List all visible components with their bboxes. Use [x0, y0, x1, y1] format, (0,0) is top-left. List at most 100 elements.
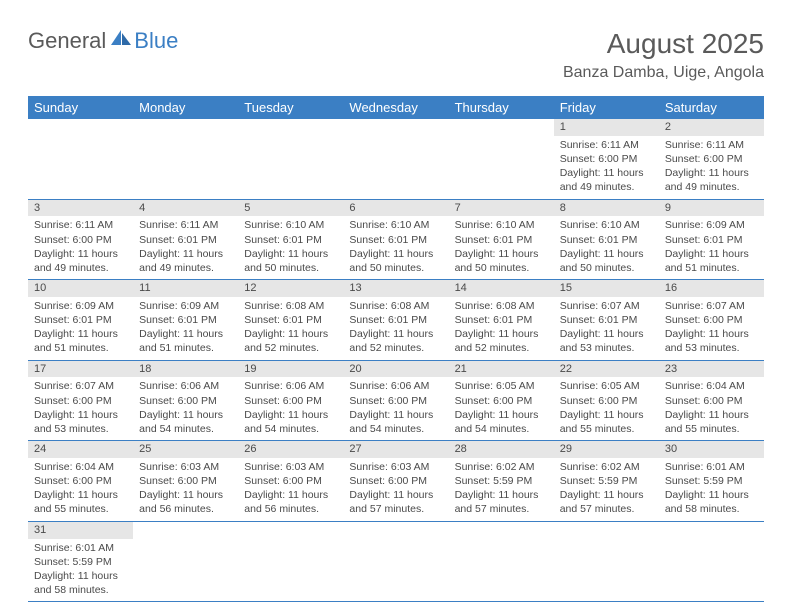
day-details: Sunrise: 6:11 AMSunset: 6:00 PMDaylight:…: [28, 216, 133, 279]
sunrise-line: Sunrise: 6:10 AM: [349, 218, 442, 232]
day-details: Sunrise: 6:11 AMSunset: 6:00 PMDaylight:…: [659, 136, 764, 199]
day-number: 21: [449, 361, 554, 378]
sunset-line: Sunset: 6:00 PM: [244, 474, 337, 488]
sunset-line: Sunset: 6:01 PM: [244, 313, 337, 327]
sunrise-line: Sunrise: 6:11 AM: [34, 218, 127, 232]
calendar-day-cell: 16Sunrise: 6:07 AMSunset: 6:00 PMDayligh…: [659, 280, 764, 361]
sunrise-line: Sunrise: 6:06 AM: [349, 379, 442, 393]
day-details: Sunrise: 6:11 AMSunset: 6:00 PMDaylight:…: [554, 136, 659, 199]
sunset-line: Sunset: 6:01 PM: [665, 233, 758, 247]
title-block: August 2025 Banza Damba, Uige, Angola: [563, 28, 764, 82]
calendar-day-cell: [133, 521, 238, 602]
daylight-line: Daylight: 11 hours and 50 minutes.: [560, 247, 653, 275]
calendar-week-row: 31Sunrise: 6:01 AMSunset: 5:59 PMDayligh…: [28, 521, 764, 602]
daylight-line: Daylight: 11 hours and 54 minutes.: [139, 408, 232, 436]
day-number: 14: [449, 280, 554, 297]
day-details: Sunrise: 6:11 AMSunset: 6:01 PMDaylight:…: [133, 216, 238, 279]
day-number: 2: [659, 119, 764, 136]
sunset-line: Sunset: 6:01 PM: [455, 233, 548, 247]
calendar-day-cell: [449, 119, 554, 199]
calendar-week-row: 17Sunrise: 6:07 AMSunset: 6:00 PMDayligh…: [28, 360, 764, 441]
weekday-header: Saturday: [659, 96, 764, 119]
daylight-line: Daylight: 11 hours and 56 minutes.: [244, 488, 337, 516]
sunset-line: Sunset: 6:01 PM: [349, 313, 442, 327]
daylight-line: Daylight: 11 hours and 54 minutes.: [349, 408, 442, 436]
day-number: 23: [659, 361, 764, 378]
calendar-day-cell: 23Sunrise: 6:04 AMSunset: 6:00 PMDayligh…: [659, 360, 764, 441]
day-details: Sunrise: 6:07 AMSunset: 6:01 PMDaylight:…: [554, 297, 659, 360]
daylight-line: Daylight: 11 hours and 54 minutes.: [455, 408, 548, 436]
day-number: [659, 522, 764, 539]
day-number: [28, 119, 133, 136]
day-details: Sunrise: 6:07 AMSunset: 6:00 PMDaylight:…: [659, 297, 764, 360]
sunset-line: Sunset: 6:00 PM: [139, 394, 232, 408]
weekday-header: Sunday: [28, 96, 133, 119]
sunset-line: Sunset: 6:00 PM: [349, 474, 442, 488]
daylight-line: Daylight: 11 hours and 51 minutes.: [139, 327, 232, 355]
daylight-line: Daylight: 11 hours and 50 minutes.: [244, 247, 337, 275]
day-number: 28: [449, 441, 554, 458]
day-number: 17: [28, 361, 133, 378]
day-details: Sunrise: 6:03 AMSunset: 6:00 PMDaylight:…: [343, 458, 448, 521]
day-number: 9: [659, 200, 764, 217]
calendar-day-cell: 13Sunrise: 6:08 AMSunset: 6:01 PMDayligh…: [343, 280, 448, 361]
day-number: [343, 119, 448, 136]
day-number: 8: [554, 200, 659, 217]
day-number: 25: [133, 441, 238, 458]
day-number: 24: [28, 441, 133, 458]
sunrise-line: Sunrise: 6:08 AM: [244, 299, 337, 313]
sunrise-line: Sunrise: 6:04 AM: [665, 379, 758, 393]
sunrise-line: Sunrise: 6:03 AM: [349, 460, 442, 474]
day-number: [449, 522, 554, 539]
day-details: Sunrise: 6:01 AMSunset: 5:59 PMDaylight:…: [28, 539, 133, 602]
month-title: August 2025: [563, 28, 764, 60]
calendar-day-cell: 6Sunrise: 6:10 AMSunset: 6:01 PMDaylight…: [343, 199, 448, 280]
sunrise-line: Sunrise: 6:04 AM: [34, 460, 127, 474]
daylight-line: Daylight: 11 hours and 55 minutes.: [34, 488, 127, 516]
daylight-line: Daylight: 11 hours and 58 minutes.: [665, 488, 758, 516]
day-number: 6: [343, 200, 448, 217]
sunset-line: Sunset: 6:01 PM: [349, 233, 442, 247]
calendar-day-cell: 19Sunrise: 6:06 AMSunset: 6:00 PMDayligh…: [238, 360, 343, 441]
daylight-line: Daylight: 11 hours and 49 minutes.: [34, 247, 127, 275]
weekday-header: Monday: [133, 96, 238, 119]
day-number: 27: [343, 441, 448, 458]
day-details: Sunrise: 6:08 AMSunset: 6:01 PMDaylight:…: [343, 297, 448, 360]
day-number: 1: [554, 119, 659, 136]
day-details: Sunrise: 6:07 AMSunset: 6:00 PMDaylight:…: [28, 377, 133, 440]
daylight-line: Daylight: 11 hours and 52 minutes.: [244, 327, 337, 355]
sunrise-line: Sunrise: 6:11 AM: [139, 218, 232, 232]
day-details: Sunrise: 6:10 AMSunset: 6:01 PMDaylight:…: [343, 216, 448, 279]
day-number: 7: [449, 200, 554, 217]
sunrise-line: Sunrise: 6:08 AM: [349, 299, 442, 313]
day-number: [554, 522, 659, 539]
sunset-line: Sunset: 6:01 PM: [139, 313, 232, 327]
day-number: [238, 522, 343, 539]
day-number: [133, 119, 238, 136]
calendar-day-cell: 29Sunrise: 6:02 AMSunset: 5:59 PMDayligh…: [554, 441, 659, 522]
day-number: 31: [28, 522, 133, 539]
day-number: 20: [343, 361, 448, 378]
calendar-day-cell: 24Sunrise: 6:04 AMSunset: 6:00 PMDayligh…: [28, 441, 133, 522]
sunrise-line: Sunrise: 6:07 AM: [665, 299, 758, 313]
day-details: Sunrise: 6:03 AMSunset: 6:00 PMDaylight:…: [238, 458, 343, 521]
daylight-line: Daylight: 11 hours and 52 minutes.: [349, 327, 442, 355]
daylight-line: Daylight: 11 hours and 53 minutes.: [34, 408, 127, 436]
daylight-line: Daylight: 11 hours and 50 minutes.: [349, 247, 442, 275]
daylight-line: Daylight: 11 hours and 53 minutes.: [665, 327, 758, 355]
day-details: Sunrise: 6:10 AMSunset: 6:01 PMDaylight:…: [449, 216, 554, 279]
day-number: 29: [554, 441, 659, 458]
day-number: 11: [133, 280, 238, 297]
logo-text-general: General: [28, 28, 106, 54]
day-details: Sunrise: 6:09 AMSunset: 6:01 PMDaylight:…: [659, 216, 764, 279]
calendar-day-cell: [238, 521, 343, 602]
calendar-day-cell: [343, 119, 448, 199]
daylight-line: Daylight: 11 hours and 50 minutes.: [455, 247, 548, 275]
sunrise-line: Sunrise: 6:01 AM: [34, 541, 127, 555]
sunset-line: Sunset: 5:59 PM: [665, 474, 758, 488]
day-details: Sunrise: 6:10 AMSunset: 6:01 PMDaylight:…: [238, 216, 343, 279]
day-number: 22: [554, 361, 659, 378]
day-number: 4: [133, 200, 238, 217]
calendar-week-row: 1Sunrise: 6:11 AMSunset: 6:00 PMDaylight…: [28, 119, 764, 199]
sunrise-line: Sunrise: 6:11 AM: [665, 138, 758, 152]
